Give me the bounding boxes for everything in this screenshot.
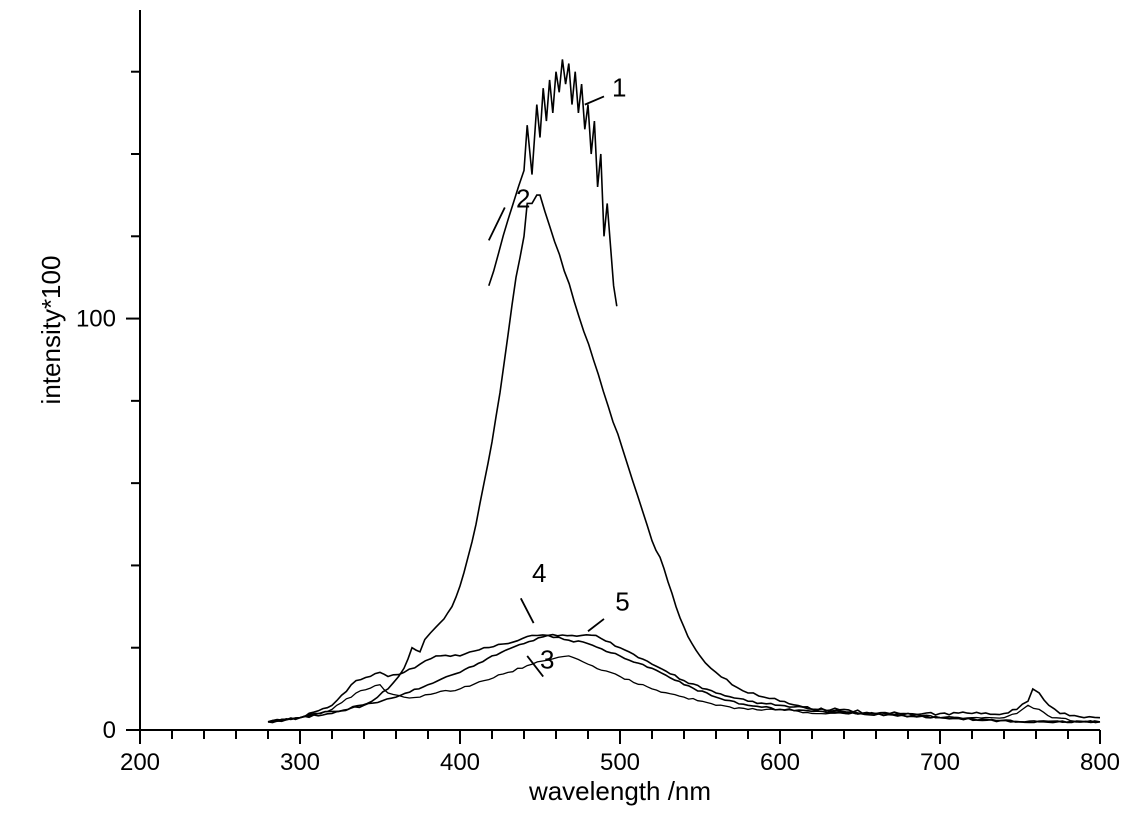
x-tick-label: 700: [920, 749, 960, 776]
series-label-s3: 3: [540, 644, 554, 674]
x-tick-label: 500: [600, 749, 640, 776]
series-label-s1: 1: [612, 72, 626, 102]
series-s2: [268, 195, 1100, 723]
x-tick-label: 800: [1080, 749, 1120, 776]
axis-frame: [140, 10, 1100, 730]
label-leader: [489, 207, 505, 240]
series-label-s2: 2: [516, 183, 530, 213]
label-leader: [521, 598, 534, 623]
y-axis-label: intensity*100: [36, 256, 66, 405]
label-leader: [588, 619, 604, 631]
y-tick-label: 0: [103, 717, 116, 744]
series-label-s5: 5: [615, 587, 629, 617]
spectrum-chart: 200 300 400 500 600 700 800 0 100 wavelength /nm i…: [0, 0, 1128, 831]
series-label-s4: 4: [532, 558, 546, 588]
series-s1: [489, 59, 617, 306]
x-tick-label: 400: [440, 749, 480, 776]
series-s5: [268, 635, 1100, 723]
x-tick-label: 600: [760, 749, 800, 776]
label-leader: [585, 96, 604, 104]
y-tick-label: 100: [76, 306, 116, 333]
x-tick-label: 200: [120, 749, 160, 776]
x-tick-label: 300: [280, 749, 320, 776]
x-axis-label: wavelength /nm: [528, 776, 711, 806]
series-s4: [268, 635, 1100, 723]
